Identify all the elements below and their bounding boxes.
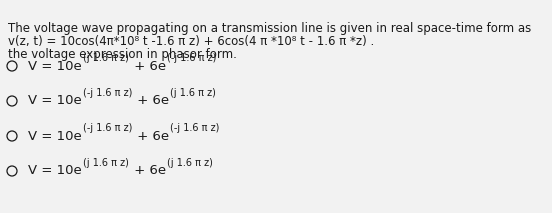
Text: V = 10e: V = 10e [28, 95, 82, 108]
Text: V = 10e: V = 10e [28, 164, 82, 177]
Text: V = 10e: V = 10e [28, 59, 82, 72]
Text: V = 10e: V = 10e [28, 130, 82, 142]
Text: the voltage expression in phasor form.: the voltage expression in phasor form. [8, 48, 237, 61]
Text: (j 1.6 π z): (j 1.6 π z) [83, 158, 129, 168]
Text: The voltage wave propagating on a transmission line is given in real space-time : The voltage wave propagating on a transm… [8, 22, 531, 35]
Text: + 6e: + 6e [130, 59, 166, 72]
Text: (j 1.6 π z): (j 1.6 π z) [170, 88, 216, 98]
Text: (-j 1.6 π z): (-j 1.6 π z) [167, 53, 216, 63]
Text: v(z, t) = 10cos(4π*10⁸ t -1.6 π z) + 6cos(4 π *10⁸ t - 1.6 π *z) .: v(z, t) = 10cos(4π*10⁸ t -1.6 π z) + 6co… [8, 35, 374, 48]
Text: + 6e: + 6e [133, 95, 169, 108]
Text: (-j 1.6 π z): (-j 1.6 π z) [170, 123, 220, 133]
Text: + 6e: + 6e [133, 130, 169, 142]
Text: (-j 1.6 π z): (-j 1.6 π z) [83, 88, 132, 98]
Text: (j 1.6 π z): (j 1.6 π z) [83, 53, 129, 63]
Text: + 6e: + 6e [130, 164, 166, 177]
Text: (-j 1.6 π z): (-j 1.6 π z) [83, 123, 132, 133]
Text: (j 1.6 π z): (j 1.6 π z) [167, 158, 213, 168]
